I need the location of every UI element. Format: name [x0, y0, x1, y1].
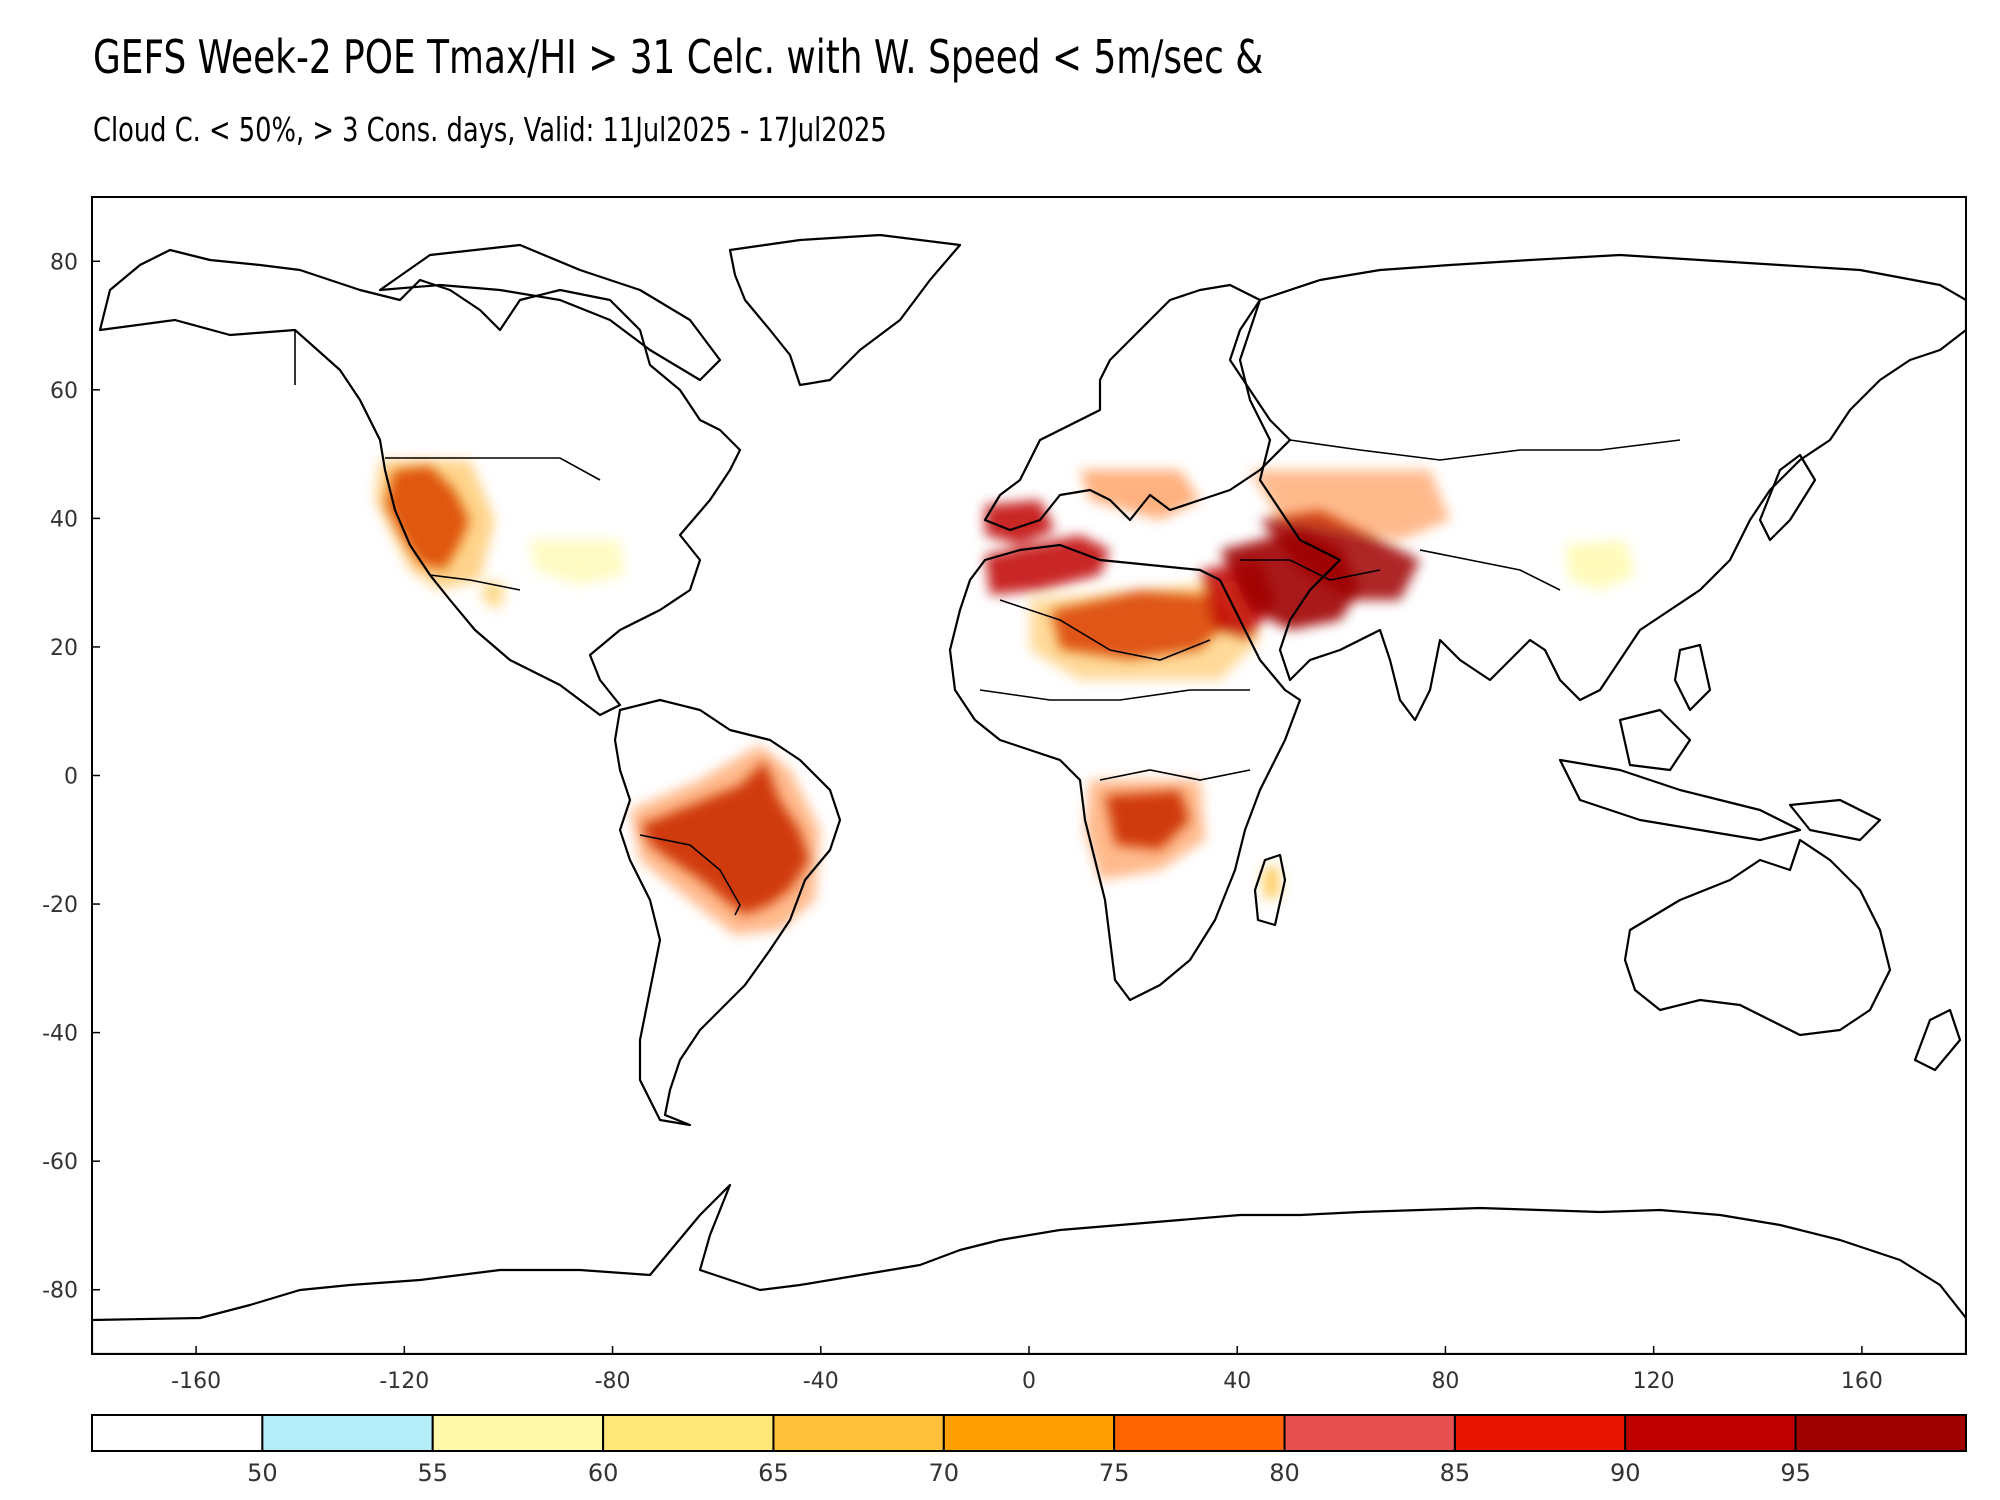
border-middle-east: [1240, 559, 1381, 581]
heat-central-china: [1565, 540, 1635, 590]
y-tick-label: 80: [50, 250, 78, 275]
chart-title: GEFS Week-2 POE Tmax/HI > 31 Celc. with …: [93, 30, 1264, 84]
heat-iran-pakistan: [1260, 510, 1420, 600]
border-us-mexico: [429, 574, 521, 591]
y-axis: 80 60 40 20 0 -20 -40 -60 -80: [42, 250, 100, 1304]
colorbar-label: 50: [247, 1459, 278, 1487]
coast-australia: [1623, 838, 1892, 1037]
y-tick-label: 0: [64, 765, 78, 790]
coast-greenland: [728, 233, 962, 387]
coast-madagascar: [1253, 853, 1287, 927]
colorbar-label: 85: [1440, 1459, 1471, 1487]
colorbar: 50 55 60 65 70 75 80 85 90 95: [91, 1414, 1967, 1487]
heat-central-asia-fringe: [1250, 470, 1450, 540]
x-tick-label: -160: [171, 1369, 221, 1394]
chart-subtitle: Cloud C. < 50%, > 3 Cons. days, Valid: 1…: [93, 110, 887, 149]
colorbar-swatch: [261, 1414, 434, 1452]
colorbar-label: 65: [758, 1459, 789, 1487]
coast-indonesia: [1558, 758, 1802, 842]
border-sahel: [979, 689, 1250, 701]
colorbar-label: 90: [1610, 1459, 1641, 1487]
x-axis: -160 -120 -80 -40 0 40 80 120 160: [171, 1346, 1883, 1394]
x-tick-label: -40: [803, 1369, 839, 1394]
heat-italy-balkans: [1080, 470, 1200, 520]
border-russia: [1289, 439, 1681, 461]
colorbar-swatch: [1113, 1414, 1286, 1452]
x-tick-label: 40: [1223, 1369, 1251, 1394]
heat-angola-fringe: [1085, 780, 1205, 880]
coast-philippines: [1673, 643, 1712, 712]
coast-new-zealand: [1913, 1008, 1962, 1072]
x-tick-label: -120: [379, 1369, 429, 1394]
colorbar-swatch: [431, 1414, 605, 1452]
x-tick-label: 80: [1431, 1369, 1459, 1394]
coast-japan: [1758, 453, 1817, 542]
coast-borneo: [1618, 708, 1692, 772]
coast-north-america: [98, 248, 742, 717]
colorbar-label: 80: [1269, 1459, 1300, 1487]
colorbar-swatch: [942, 1414, 1116, 1452]
y-tick-label: -60: [42, 1150, 78, 1175]
y-tick-label: 20: [50, 636, 78, 661]
colorbar-label: 75: [1099, 1459, 1130, 1487]
colorbar-swatch: [772, 1414, 945, 1452]
y-tick-label: -80: [42, 1279, 78, 1304]
x-tick-label: 0: [1022, 1369, 1036, 1394]
heat-madagascar: [1262, 865, 1280, 900]
map-area: [92, 197, 1966, 1354]
colorbar-label: 95: [1780, 1459, 1811, 1487]
coast-asia: [1238, 253, 1966, 722]
heat-sahara-fringe: [1030, 580, 1260, 680]
border-sahara: [999, 599, 1211, 661]
border-china-india: [1419, 549, 1561, 591]
border-us-canada: [385, 457, 601, 481]
heat-mexico: [482, 580, 505, 610]
heat-western-us-fringe: [375, 460, 495, 590]
heat-amazon-fringe: [630, 745, 820, 935]
heat-southeast-us: [530, 540, 625, 585]
heat-iberia: [985, 500, 1055, 545]
colorbar-swatch: [1453, 1414, 1627, 1452]
y-tick-label: 60: [50, 379, 78, 404]
border-central-africa: [1099, 769, 1251, 781]
x-tick-label: 160: [1841, 1369, 1883, 1394]
border-brazil: [639, 834, 741, 916]
colorbar-swatch: [602, 1414, 775, 1452]
y-tick-label: -20: [42, 893, 78, 918]
x-tick-label: -80: [595, 1369, 631, 1394]
coast-africa: [948, 543, 1302, 1002]
country-borders: [294, 330, 1681, 916]
colorbar-swatch: [1794, 1414, 1967, 1452]
colorbar-swatch: [1283, 1414, 1456, 1452]
colorbar-label: 55: [417, 1459, 448, 1487]
coast-south-america: [613, 698, 842, 1127]
y-tick-label: -40: [42, 1022, 78, 1047]
colorbar-label: 70: [929, 1459, 960, 1487]
coast-new-guinea: [1788, 798, 1882, 842]
colorbar-swatch: [91, 1414, 264, 1452]
coastlines: [92, 233, 1966, 1354]
colorbar-swatch: [1624, 1414, 1797, 1452]
y-tick-label: 40: [50, 507, 78, 532]
coast-europe: [983, 283, 1292, 532]
coast-antarctica: [92, 1183, 1966, 1354]
colorbar-label: 60: [588, 1459, 619, 1487]
coast-arctic-islands: [378, 243, 722, 382]
x-tick-label: 120: [1633, 1369, 1675, 1394]
